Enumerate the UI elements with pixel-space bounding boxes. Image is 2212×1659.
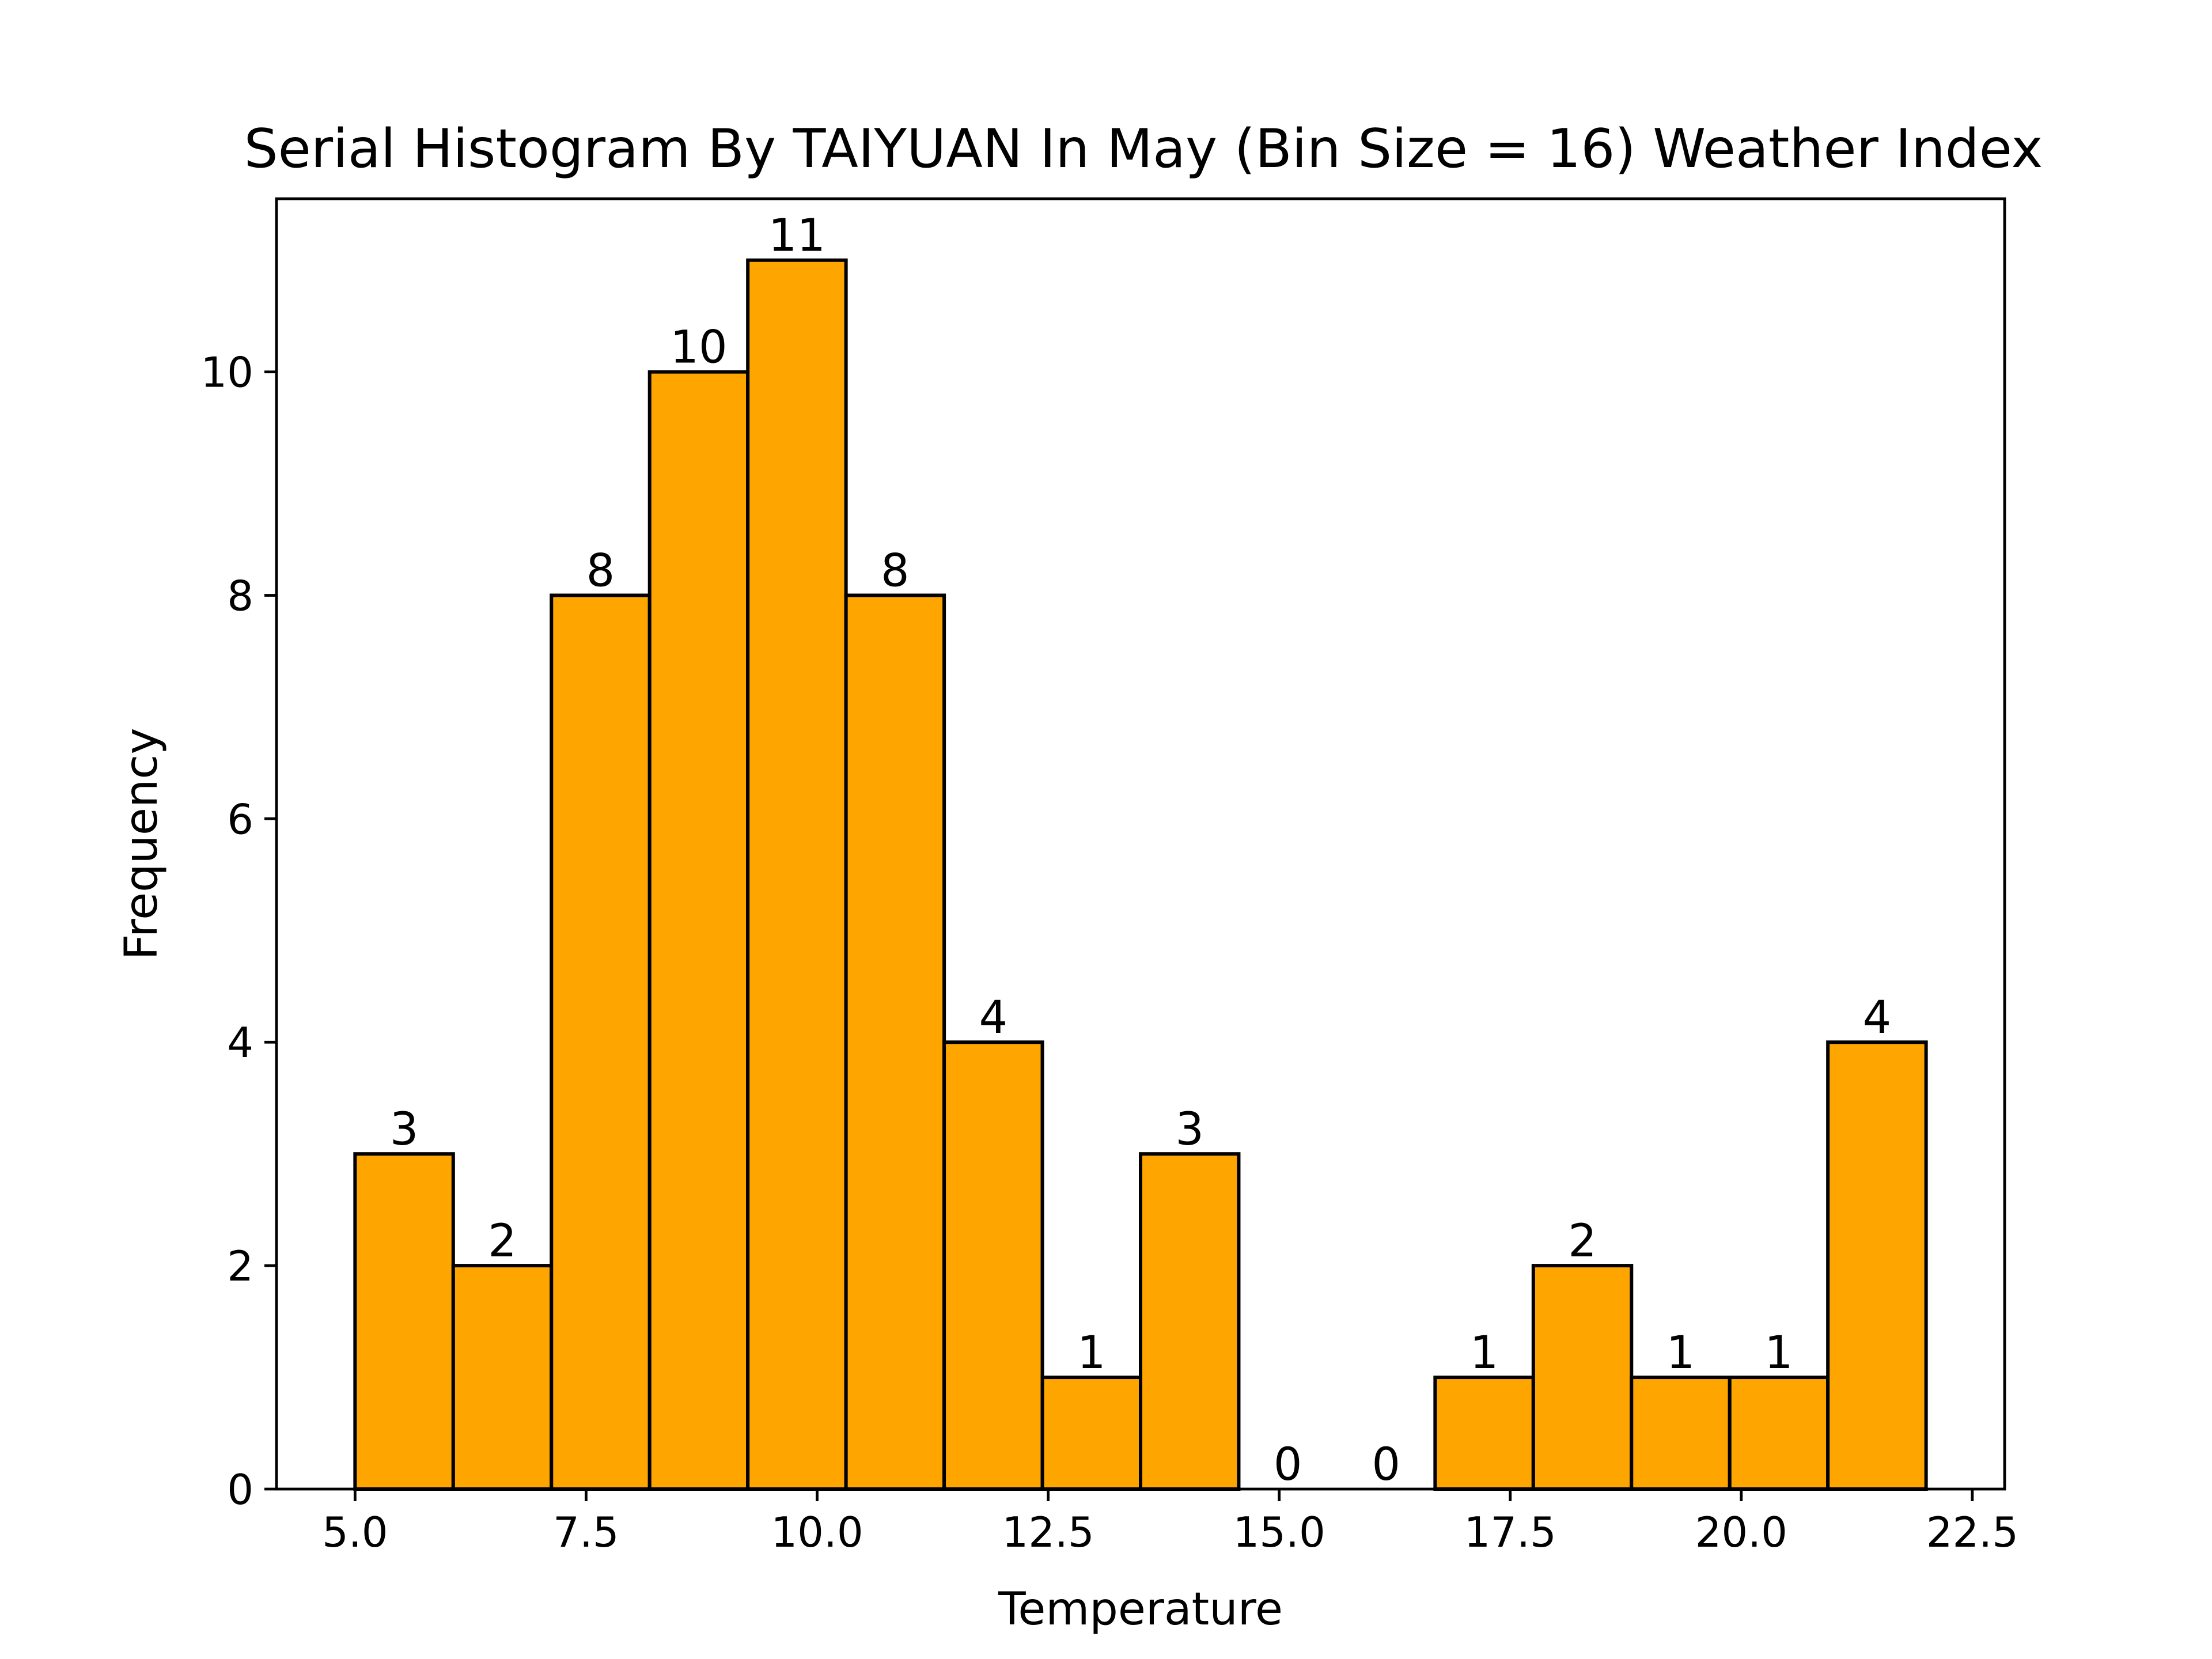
bar-value-label: 8 bbox=[881, 545, 910, 597]
bar-value-label: 4 bbox=[979, 992, 1007, 1044]
y-tick-label: 0 bbox=[227, 1465, 253, 1514]
x-tick-label: 15.0 bbox=[1233, 1508, 1325, 1556]
axes-frame bbox=[275, 197, 2006, 1491]
chart-title: Serial Histogram By TAIYUAN In May (Bin … bbox=[244, 118, 2043, 180]
bar-value-label: 4 bbox=[1863, 992, 1892, 1044]
bar-value-label: 0 bbox=[1274, 1439, 1302, 1491]
x-tick-label: 20.0 bbox=[1695, 1508, 1787, 1556]
histogram-bar bbox=[1531, 1264, 1634, 1491]
histogram-bar bbox=[844, 593, 946, 1491]
histogram-bar bbox=[1040, 1376, 1142, 1491]
bar-value-label: 3 bbox=[1175, 1104, 1204, 1156]
histogram-bar bbox=[550, 593, 652, 1491]
histogram-bar bbox=[1728, 1376, 1830, 1491]
x-axis-label: Temperature bbox=[998, 1584, 1283, 1635]
bar-value-label: 3 bbox=[390, 1104, 419, 1156]
y-tick-label: 2 bbox=[227, 1242, 253, 1290]
histogram-bar bbox=[647, 370, 750, 1491]
bar-value-label: 2 bbox=[1568, 1215, 1597, 1267]
bar-value-label: 1 bbox=[1077, 1327, 1106, 1379]
y-tick-label: 8 bbox=[227, 571, 253, 620]
histogram-bar bbox=[942, 1040, 1044, 1491]
bar-value-label: 0 bbox=[1372, 1439, 1400, 1491]
bar-value-label: 2 bbox=[488, 1215, 517, 1267]
x-tick-label: 10.0 bbox=[771, 1508, 863, 1556]
histogram-bar bbox=[1139, 1152, 1241, 1491]
x-tick-label: 22.5 bbox=[1926, 1508, 2018, 1556]
y-axis-ticks: 0 2 4 6 8 10 bbox=[200, 349, 276, 1514]
histogram-bar bbox=[746, 258, 848, 1491]
histogram-bar bbox=[353, 1152, 455, 1491]
y-tick-label: 10 bbox=[200, 349, 253, 397]
histogram-bar bbox=[1826, 1040, 1928, 1491]
y-tick-label: 6 bbox=[227, 795, 253, 843]
x-axis-ticks: 5.0 7.5 10.0 12.5 15.0 17.5 20.0 22.5 bbox=[322, 1489, 2018, 1556]
y-axis-label: Frequency bbox=[116, 728, 168, 960]
histogram-bar bbox=[451, 1264, 554, 1491]
bar-value-label: 1 bbox=[1764, 1327, 1793, 1379]
x-tick-label: 12.5 bbox=[1002, 1508, 1094, 1556]
x-tick-label: 7.5 bbox=[553, 1508, 619, 1556]
x-tick-label: 17.5 bbox=[1464, 1508, 1556, 1556]
bar-value-label: 8 bbox=[586, 545, 615, 597]
histogram-bar bbox=[1433, 1376, 1535, 1491]
bar-value-label: 10 bbox=[670, 322, 727, 374]
bar-value-label: 1 bbox=[1470, 1327, 1499, 1379]
histogram-bar bbox=[1630, 1376, 1732, 1491]
bar-value-label: 1 bbox=[1666, 1327, 1695, 1379]
y-tick-label: 4 bbox=[227, 1018, 253, 1067]
bars-group bbox=[353, 258, 1928, 1491]
bar-value-label: 11 bbox=[768, 210, 825, 262]
x-tick-label: 5.0 bbox=[322, 1508, 388, 1556]
